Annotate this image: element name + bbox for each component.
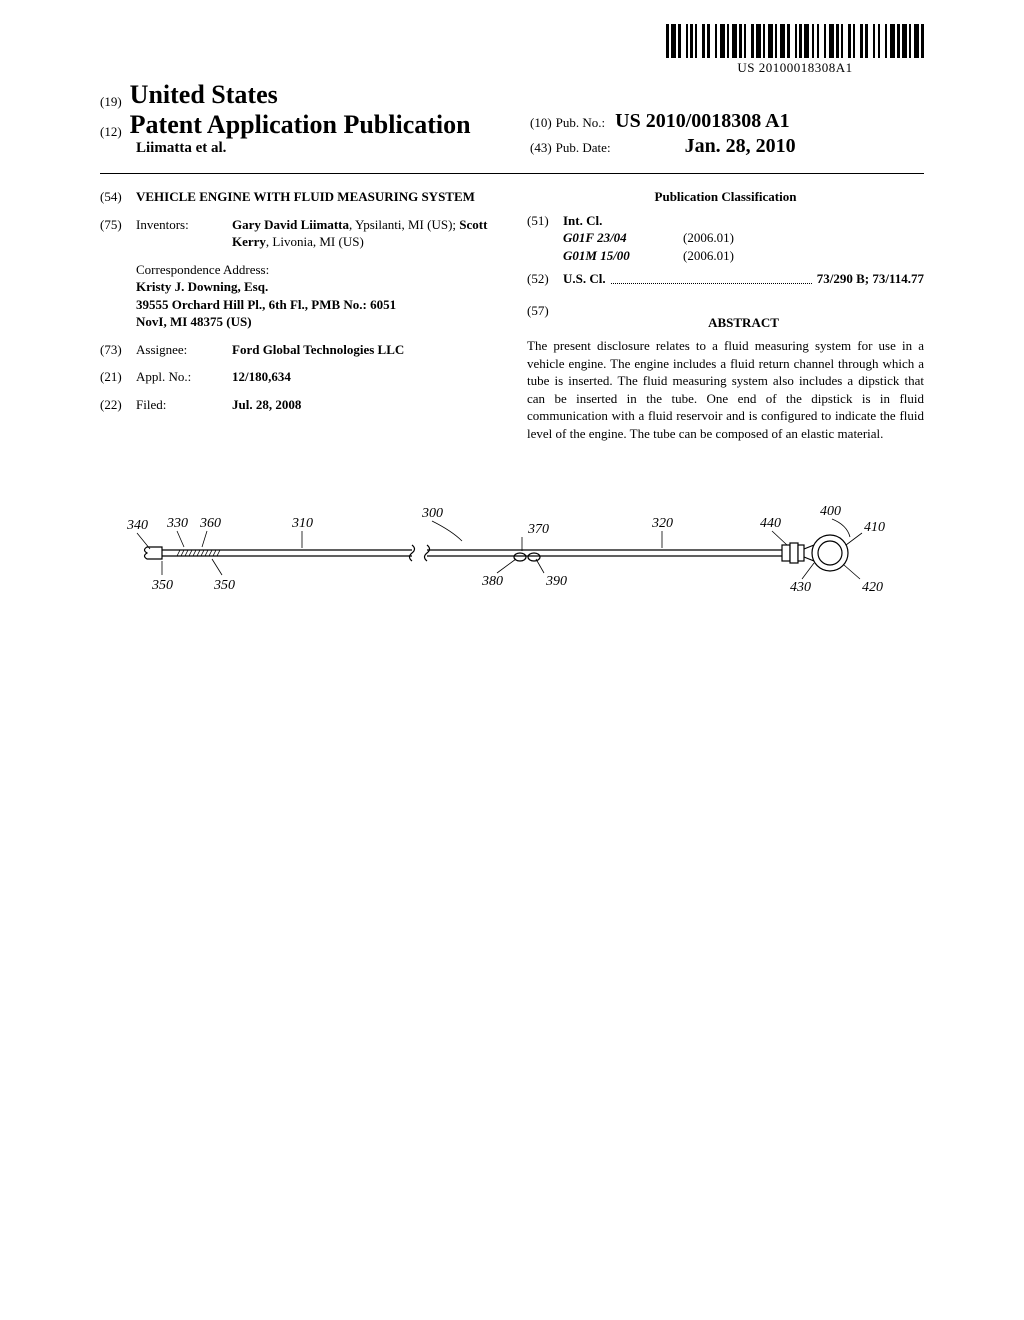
inventors-num: (75) — [100, 216, 136, 251]
lbl-380: 380 — [481, 574, 503, 589]
body-columns: (54) VEHICLE ENGINE WITH FLUID MEASURING… — [100, 188, 924, 443]
inventors-row: (75) Inventors: Gary David Liimatta, Yps… — [100, 216, 497, 251]
uscl-dots — [611, 270, 812, 284]
country-num: (19) — [100, 94, 122, 109]
uscl-value: 73/290 B; 73/114.77 — [817, 270, 924, 288]
pub-type-title: Patent Application Publication — [130, 110, 471, 139]
lbl-370: 370 — [527, 522, 549, 537]
correspondence-block: Correspondence Address: Kristy J. Downin… — [136, 261, 497, 331]
filed-label: Filed: — [136, 396, 232, 414]
appl-label: Appl. No.: — [136, 368, 232, 386]
lbl-320: 320 — [651, 516, 673, 531]
lbl-350b: 350 — [213, 578, 235, 593]
lbl-310: 310 — [291, 516, 313, 531]
corr-label: Correspondence Address: — [136, 261, 497, 279]
abstract-num: (57) — [527, 302, 563, 338]
uscl-label: U.S. Cl. — [563, 270, 606, 288]
filed-row: (22) Filed: Jul. 28, 2008 — [100, 396, 497, 414]
appl-num: (21) — [100, 368, 136, 386]
lbl-400: 400 — [820, 504, 841, 519]
lbl-300: 300 — [421, 506, 443, 521]
lbl-360: 360 — [199, 516, 221, 531]
pub-type-num: (12) — [100, 124, 122, 139]
barcode-block: US 20100018308A1 — [666, 24, 924, 76]
barcode — [666, 24, 924, 58]
title-num: (54) — [100, 188, 136, 206]
header-left: (19) United States (12) Patent Applicati… — [100, 80, 924, 157]
pub-no-num: (10) — [530, 115, 552, 130]
dipstick-svg: 340 330 360 310 300 350 350 370 380 390 … — [100, 483, 924, 623]
lbl-410: 410 — [864, 520, 885, 535]
classification-title: Publication Classification — [527, 188, 924, 206]
assignee-label: Assignee: — [136, 341, 232, 359]
abstract-title: ABSTRACT — [563, 314, 924, 332]
lbl-440: 440 — [760, 516, 781, 531]
inventors-value: Gary David Liimatta, Ypsilanti, MI (US);… — [232, 216, 497, 251]
intcl-num: (51) — [527, 212, 563, 265]
pub-date-value: Jan. 28, 2010 — [685, 135, 796, 157]
uscl-row: (52) U.S. Cl. 73/290 B; 73/114.77 — [527, 270, 924, 288]
title-row: (54) VEHICLE ENGINE WITH FLUID MEASURING… — [100, 188, 497, 206]
intcl-label: Int. Cl. — [563, 212, 924, 230]
pub-date-num: (43) — [530, 140, 552, 155]
patent-page: US 20100018308A1 (19) United States (12)… — [0, 0, 1024, 1320]
invention-title: VEHICLE ENGINE WITH FLUID MEASURING SYST… — [136, 188, 497, 206]
lbl-330: 330 — [166, 516, 188, 531]
header-rule — [100, 173, 924, 174]
filed-value: Jul. 28, 2008 — [232, 396, 497, 414]
country-title: United States — [130, 80, 278, 109]
header-right: (10) Pub. No.: US 2010/0018308 A1 (43) P… — [530, 110, 796, 158]
pub-no-label: Pub. No.: — [556, 115, 605, 130]
left-column: (54) VEHICLE ENGINE WITH FLUID MEASURING… — [100, 188, 497, 443]
intcl-items: G01F 23/04(2006.01)G01M 15/00(2006.01) — [563, 229, 924, 264]
assignee-num: (73) — [100, 341, 136, 359]
uscl-value-text: 73/290 B; 73/114.77 — [817, 271, 924, 286]
abstract-header: (57) ABSTRACT — [527, 302, 924, 338]
lbl-430: 430 — [790, 580, 811, 595]
appl-value: 12/180,634 — [232, 368, 497, 386]
pub-date-label: Pub. Date: — [556, 140, 611, 155]
lbl-390: 390 — [545, 574, 567, 589]
appl-row: (21) Appl. No.: 12/180,634 — [100, 368, 497, 386]
assignee-value: Ford Global Technologies LLC — [232, 341, 497, 359]
dipstick-figure: 340 330 360 310 300 350 350 370 380 390 … — [100, 483, 924, 623]
inventors-label: Inventors: — [136, 216, 232, 251]
intcl-row: (51) Int. Cl. G01F 23/04(2006.01)G01M 15… — [527, 212, 924, 265]
uscl-num: (52) — [527, 270, 563, 288]
pub-no-value: US 2010/0018308 A1 — [615, 110, 789, 132]
barcode-number: US 20100018308A1 — [666, 60, 924, 76]
filed-num: (22) — [100, 396, 136, 414]
lbl-340: 340 — [126, 518, 148, 533]
right-column: Publication Classification (51) Int. Cl.… — [527, 188, 924, 443]
lbl-420: 420 — [862, 580, 883, 595]
abstract-body: The present disclosure relates to a flui… — [527, 337, 924, 442]
assignee-row: (73) Assignee: Ford Global Technologies … — [100, 341, 497, 359]
corr-lines: Kristy J. Downing, Esq.39555 Orchard Hil… — [136, 278, 497, 331]
lbl-350a: 350 — [151, 578, 173, 593]
